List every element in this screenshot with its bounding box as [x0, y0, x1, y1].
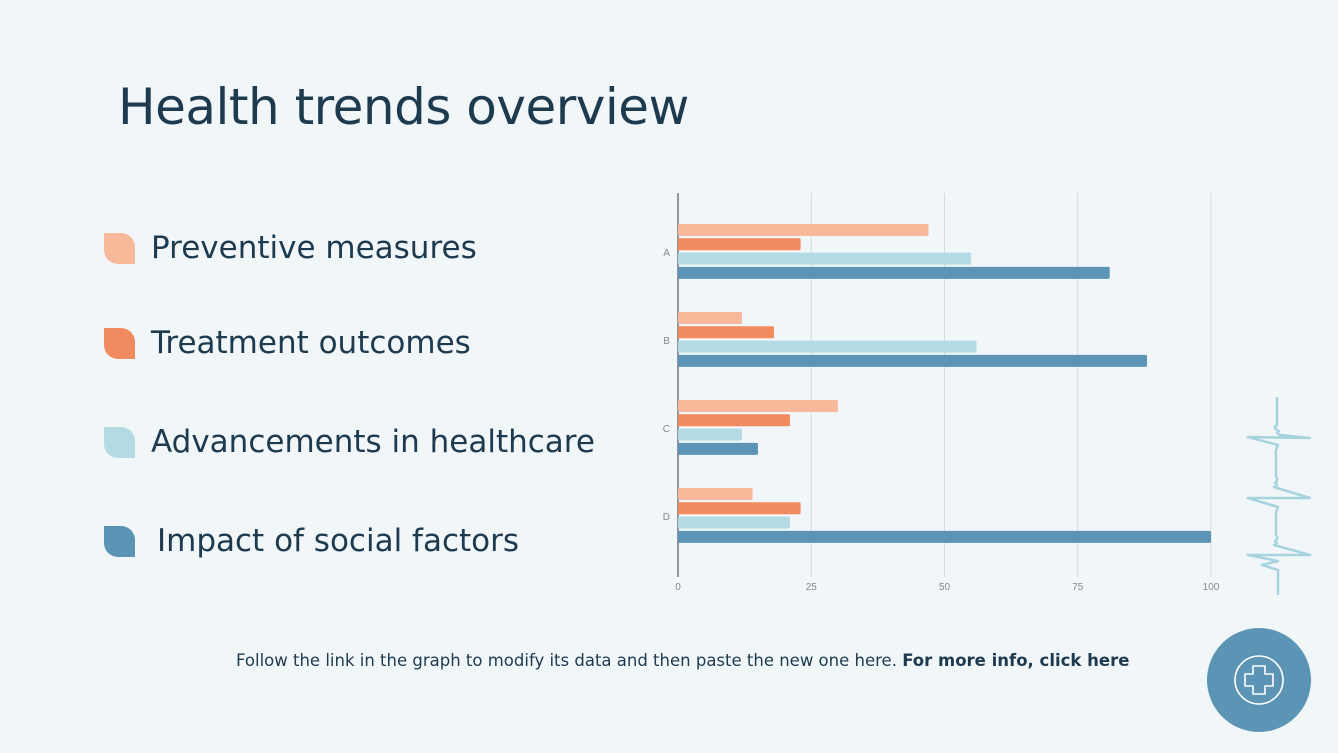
legend-item-treatment: Treatment outcomes: [104, 325, 471, 361]
page-title: Health trends overview: [118, 78, 689, 136]
x-tick-label: 75: [1072, 582, 1084, 593]
y-category-label: A: [663, 248, 670, 259]
x-tick-label: 50: [939, 582, 951, 593]
bar-D-0: [678, 488, 753, 500]
bar-C-2: [678, 428, 742, 441]
legend-item-social: Impact of social factors: [104, 523, 519, 559]
bar-D-2: [678, 516, 790, 529]
bar-B-2: [678, 340, 977, 353]
more-info-link[interactable]: For more info, click here: [902, 651, 1130, 670]
y-category-label: C: [663, 424, 670, 435]
legend-label: Preventive measures: [151, 230, 477, 266]
bar-C-1: [678, 414, 790, 427]
leaf-icon: [104, 426, 135, 458]
x-tick-label: 25: [806, 582, 818, 593]
legend-label: Impact of social factors: [157, 523, 520, 559]
bar-B-1: [678, 326, 774, 339]
bar-A-2: [678, 252, 972, 265]
y-category-label: B: [663, 336, 670, 347]
bar-B-3: [678, 354, 1148, 367]
bar-D-3: [678, 530, 1211, 543]
leaf-icon: [104, 525, 135, 557]
bar-A-1: [678, 238, 801, 251]
leaf-icon: [104, 232, 135, 264]
legend-item-advancements: Advancements in healthcare: [104, 424, 595, 460]
x-tick-label: 100: [1203, 582, 1220, 593]
y-category-label: D: [663, 512, 670, 523]
x-tick-label: 0: [675, 582, 681, 593]
bar-C-0: [678, 400, 838, 412]
footer-text: Follow the link in the graph to modify i…: [236, 651, 897, 670]
bar-B-0: [678, 312, 742, 324]
bar-D-1: [678, 502, 801, 515]
footer-note: Follow the link in the graph to modify i…: [236, 651, 1129, 670]
legend-label: Treatment outcomes: [151, 325, 471, 361]
bar-A-0: [678, 224, 929, 236]
bar-C-3: [678, 442, 758, 455]
heartbeat-line-icon: [1246, 397, 1312, 595]
leaf-icon: [104, 327, 135, 359]
legend-label: Advancements in healthcare: [151, 424, 595, 460]
medical-badge: [1207, 628, 1311, 732]
medical-cross-icon: [1234, 655, 1284, 705]
bar-A-3: [678, 266, 1110, 279]
legend-item-preventive: Preventive measures: [104, 230, 477, 266]
